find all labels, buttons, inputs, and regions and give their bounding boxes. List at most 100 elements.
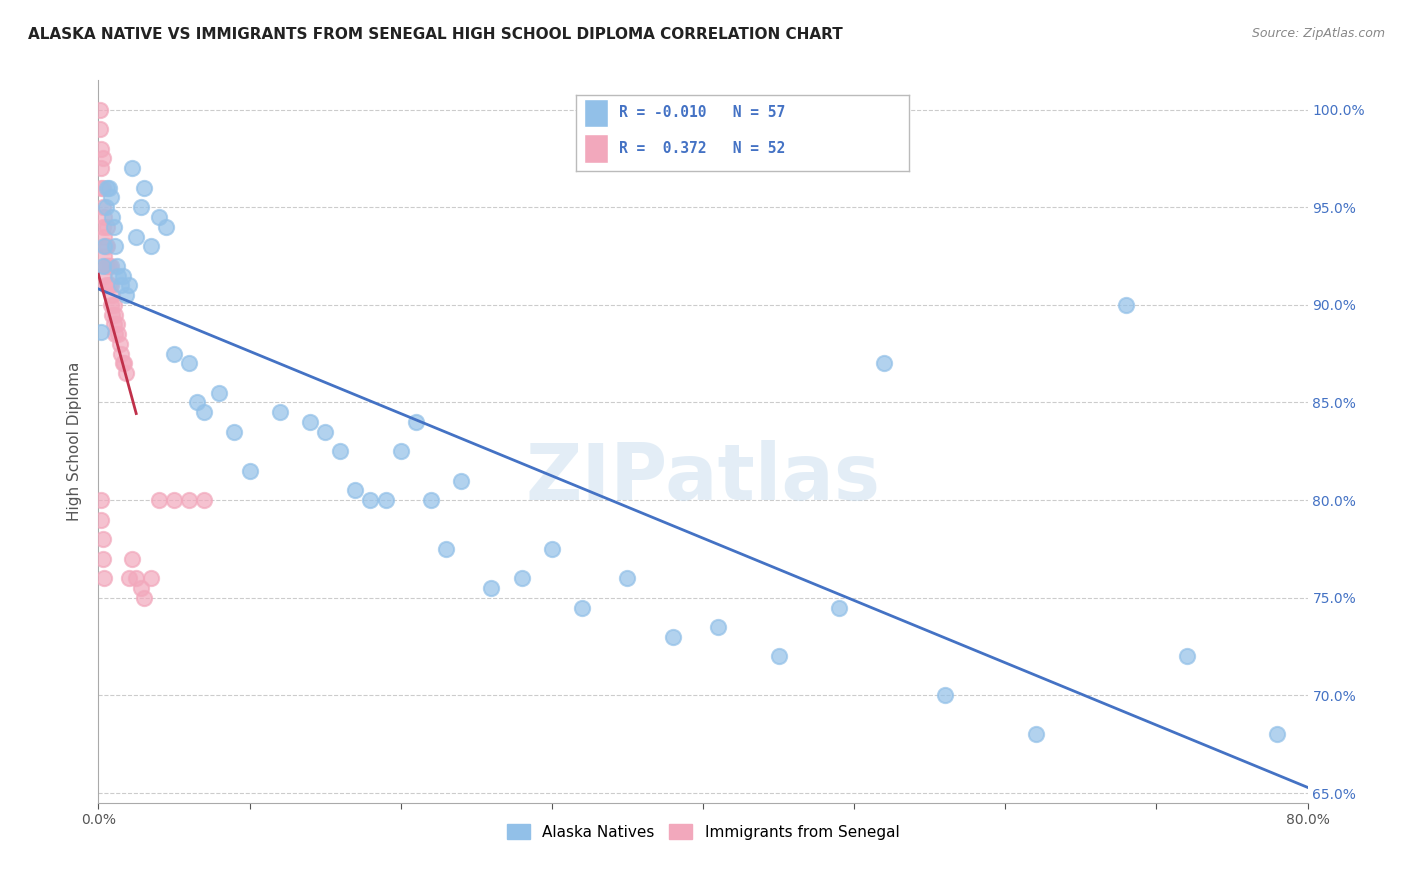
Point [118,278,141,293]
Point [100,259,122,273]
Point [540,541,562,556]
Point [104,239,127,253]
Point [103,298,125,312]
Text: Source: ZipAtlas.com: Source: ZipAtlas.com [1251,27,1385,40]
Point [420,493,443,508]
Point [163,493,186,508]
Point [129,200,152,214]
Point [148,210,170,224]
Point [96,239,118,253]
Point [100,278,122,293]
Point [179,356,201,370]
Point [90,493,112,508]
Point [129,581,152,595]
Point [91,152,114,166]
Point [94,200,117,214]
Point [96,219,118,234]
Point [450,474,472,488]
Point [110,346,132,360]
Point [91,532,114,546]
Point [121,551,143,566]
Point [208,385,231,400]
Point [193,405,215,419]
Point [873,356,896,370]
Point [707,620,730,634]
Point [90,161,112,176]
Point [110,278,132,293]
Point [481,581,503,595]
Point [103,219,125,234]
Point [571,600,593,615]
Point [100,298,122,312]
Point [405,415,427,429]
Point [91,551,114,566]
Point [360,493,382,508]
Point [91,259,114,273]
Point [103,318,125,332]
Point [91,180,114,194]
Text: ZIPatlas: ZIPatlas [526,440,880,516]
Point [114,366,136,380]
Point [1267,727,1289,741]
Point [93,239,115,253]
Point [374,493,396,508]
Point [179,493,201,508]
Point [104,327,127,342]
Point [101,210,124,224]
Point [1115,298,1137,312]
Point [105,259,128,273]
Point [111,268,134,283]
Point [269,405,291,419]
Point [329,444,352,458]
Point [94,239,117,253]
Legend: Alaska Natives, Immigrants from Senegal: Alaska Natives, Immigrants from Senegal [501,818,905,846]
Point [1024,727,1046,741]
Point [93,229,115,244]
Point [148,493,170,508]
Point [90,180,112,194]
Point [616,571,638,585]
Point [98,259,121,273]
Point [186,395,208,409]
Point [89,103,111,117]
Y-axis label: High School Diploma: High School Diploma [67,362,83,521]
Point [111,356,134,370]
Point [107,327,129,342]
Point [91,219,114,234]
Point [828,600,851,615]
Point [93,210,115,224]
Point [141,571,163,585]
Point [344,483,367,498]
Point [94,259,117,273]
Point [94,278,117,293]
Point [101,308,124,322]
Point [98,180,121,194]
Point [163,346,186,360]
Point [118,571,141,585]
Point [108,337,131,351]
Point [934,689,956,703]
Point [434,541,457,556]
Point [125,571,148,585]
Text: ALASKA NATIVE VS IMMIGRANTS FROM SENEGAL HIGH SCHOOL DIPLOMA CORRELATION CHART: ALASKA NATIVE VS IMMIGRANTS FROM SENEGAL… [28,27,842,42]
Point [107,268,129,283]
Point [121,161,143,176]
Point [93,571,115,585]
Point [661,630,683,644]
Point [98,278,121,293]
Point [105,318,128,332]
Point [91,200,114,214]
Point [104,308,127,322]
Point [1175,649,1198,664]
Point [96,259,118,273]
Point [510,571,533,585]
Point [112,356,135,370]
Point [132,180,155,194]
Point [96,180,118,194]
Point [90,142,112,156]
Point [389,444,412,458]
Point [100,190,122,204]
Point [155,219,177,234]
Point [132,591,155,605]
Point [125,229,148,244]
